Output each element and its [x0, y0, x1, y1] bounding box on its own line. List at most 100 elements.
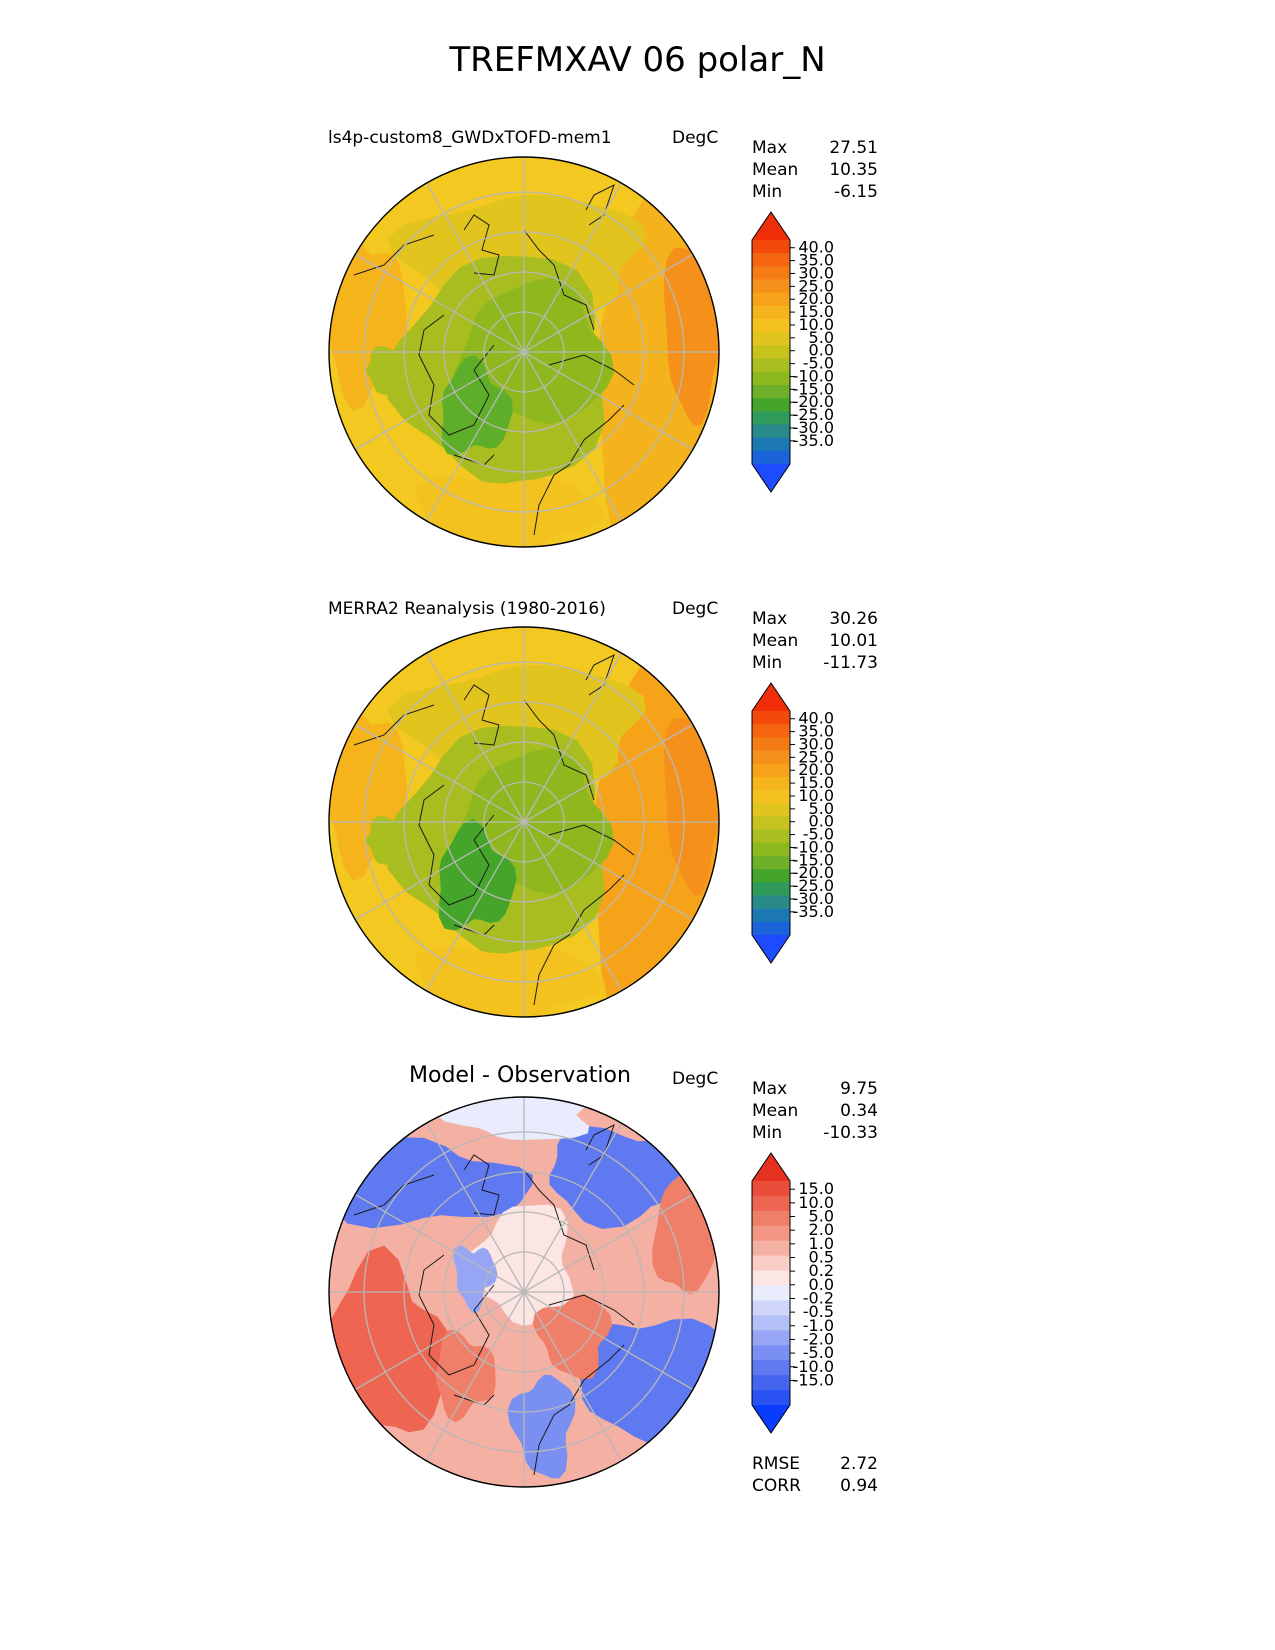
colorbar-segment: [752, 371, 790, 386]
colorbar-segment: [752, 1255, 790, 1272]
colorbar-segment: [752, 424, 790, 439]
map-boundary: [328, 156, 720, 548]
meridian-line: [425, 1122, 525, 1293]
coastline: [463, 214, 500, 276]
stat-value: -6.15: [834, 182, 878, 202]
meridian-line: [354, 723, 525, 823]
colorbar-tick-label: -20.0: [793, 863, 834, 882]
map-boundary: [328, 1096, 720, 1488]
panel-1-title: ls4p-custom8_GWDxTOFD-mem1: [328, 128, 612, 148]
meridian-line: [425, 821, 525, 992]
colorbar-tick-label: -35.0: [793, 431, 834, 450]
colorbar-tick-label: 35.0: [798, 722, 834, 741]
colorbar-segment: [752, 345, 790, 360]
colorbar-segment: [752, 1300, 790, 1316]
stat-label: Max: [752, 609, 788, 629]
stat-label: Mean: [752, 631, 799, 651]
colorbar-segment: [752, 1360, 790, 1376]
colorbar-segment: [752, 384, 790, 399]
stat-value: 0.34: [840, 1101, 878, 1121]
colorbar-tick-label: -10.0: [793, 837, 834, 856]
colorbar-segment: [752, 1285, 790, 1302]
coastline: [548, 824, 635, 856]
colorbar-tick-label: -35.0: [793, 902, 834, 921]
stat-value: 10.01: [829, 631, 878, 651]
stat-label: Mean: [752, 160, 799, 180]
coastline: [418, 784, 495, 906]
stat-value: 27.51: [829, 138, 878, 158]
colorbar-segment: [752, 790, 790, 804]
meridian-line: [523, 821, 623, 992]
map-boundary: [328, 626, 720, 1018]
panel-2-colorbar: 40.035.030.025.020.015.010.05.00.0-5.0-1…: [751, 682, 834, 964]
panel-3-polar-map: [328, 1096, 720, 1488]
colorbar-segment: [752, 763, 790, 778]
colorbar-tick-label: 30.0: [798, 734, 834, 753]
colorbar-tick-label: 20.0: [798, 289, 834, 308]
coastline: [585, 184, 615, 226]
colorbar-tick-label: -0.2: [803, 1288, 834, 1307]
colorbar-tick-label: 15.0: [798, 1179, 834, 1198]
colorbar-tick-label: 0.0: [809, 812, 834, 831]
meridian-line: [354, 351, 525, 451]
colorbar-tick-label: -15.0: [793, 379, 834, 398]
colorbar-segment: [752, 895, 790, 910]
colorbar-tick-label: 0.2: [809, 1261, 834, 1280]
colorbar-segment: [752, 803, 790, 818]
colorbar-tick-label: -25.0: [793, 876, 834, 895]
colorbar-tick-label: 10.0: [798, 1193, 834, 1212]
coastline: [353, 1174, 435, 1216]
colorbar-tick-label: 15.0: [798, 302, 834, 321]
coastline: [463, 684, 500, 746]
colorbar-extend-min: [752, 935, 790, 963]
colorbar-segment: [752, 411, 790, 426]
colorbar-segment: [752, 842, 790, 857]
colorbar-segment: [752, 240, 790, 254]
panel-2-title: MERRA2 Reanalysis (1980-2016): [328, 599, 606, 619]
stat-value: 9.75: [840, 1079, 878, 1099]
stat-min: Min -10.33: [752, 1122, 878, 1144]
colorbar-segment: [752, 711, 790, 725]
colorbar-segment: [752, 869, 790, 883]
colorbar-tick-label: -15.0: [793, 1370, 834, 1389]
stat-mean: Mean 0.34: [752, 1100, 878, 1122]
meridian-line: [523, 351, 623, 522]
stat-label: Min: [752, 653, 783, 673]
metric-label: CORR: [752, 1476, 801, 1496]
colorbar-segment: [752, 1390, 790, 1406]
colorbar-tick-label: -5.0: [803, 825, 834, 844]
colorbar-segment: [752, 921, 790, 936]
colorbar-tick-label: -15.0: [793, 850, 834, 869]
colorbar-tick-label: -2.0: [803, 1329, 834, 1348]
colorbar-tick-label: 10.0: [798, 786, 834, 805]
coastline: [353, 704, 435, 746]
colorbar-tick-label: -30.0: [793, 418, 834, 437]
colorbar-tick-label: 0.0: [809, 1275, 834, 1294]
colorbar-tick-label: 0.0: [809, 341, 834, 360]
colorbar-tick-label: -30.0: [793, 889, 834, 908]
meridian-line: [523, 1122, 623, 1293]
meridian-line: [425, 1291, 525, 1462]
meridian-line: [354, 1291, 525, 1391]
coastline: [533, 1344, 625, 1476]
metric-value: 2.72: [840, 1454, 878, 1474]
meridian-line: [425, 182, 525, 353]
colorbar-segment: [752, 305, 790, 320]
stat-min: Min -11.73: [752, 652, 878, 674]
panel-1-colorbar: 40.035.030.025.020.015.010.05.00.0-5.0-1…: [751, 211, 834, 493]
colorbar-segment: [752, 1345, 790, 1361]
colorbar-segment: [752, 1330, 790, 1346]
colorbar-extend-max: [752, 212, 790, 240]
meridian-line: [523, 351, 694, 451]
meridian-line: [354, 253, 525, 353]
colorbar-segment: [752, 358, 790, 373]
colorbar-extend-min: [752, 464, 790, 492]
figure-title: TREFMXAV 06 polar_N: [449, 40, 826, 80]
colorbar-segment: [752, 1315, 790, 1331]
meridian-line: [425, 351, 525, 522]
panel-2-polar-map: [328, 626, 720, 1018]
colorbar-outline: [751, 1152, 791, 1434]
panel-2-units: DegC: [672, 599, 719, 619]
colorbar-extend-max: [752, 683, 790, 711]
coastline: [418, 1254, 495, 1376]
